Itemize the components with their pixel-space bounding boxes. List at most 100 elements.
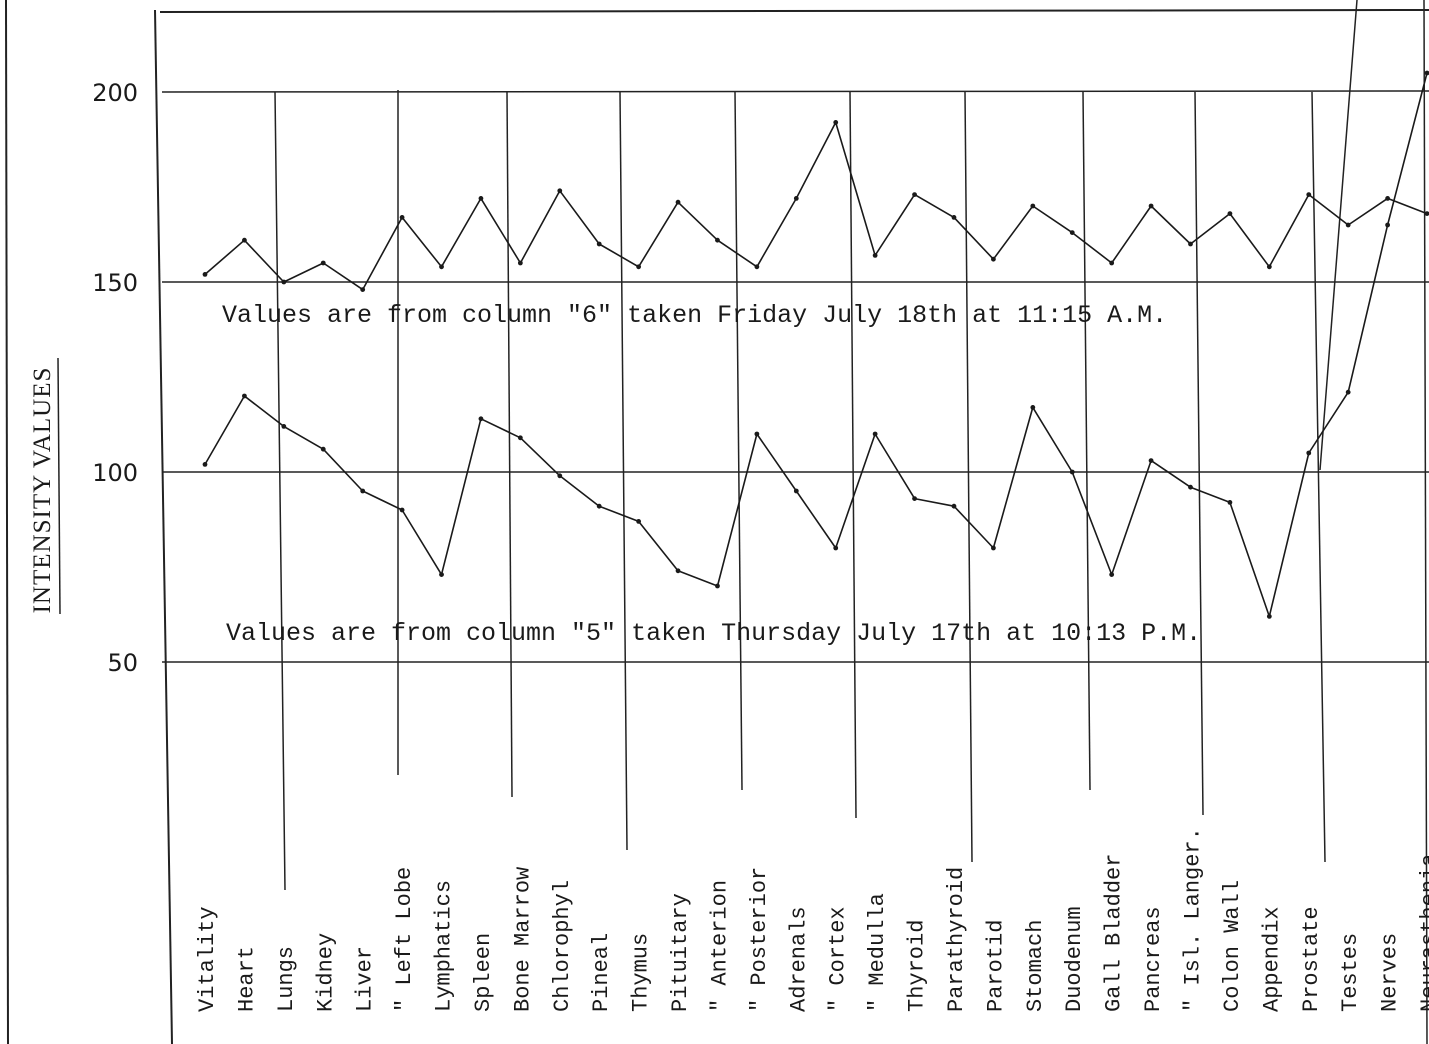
data-point [360,488,366,494]
category-label: Chlorophyl [550,880,575,1012]
data-point [715,237,720,243]
data-point [1424,70,1429,76]
data-point [1188,484,1193,490]
data-point [872,431,878,437]
category-label: Bone Marrow [510,867,535,1012]
category-label: " Cortex [826,906,851,1012]
series-line-2 [204,72,1428,618]
right-edge-line [1423,0,1428,1044]
category-label: Pineal [589,933,614,1012]
category-divider [964,91,973,863]
data-point [320,446,326,452]
data-point [1424,211,1429,216]
category-divider [506,91,513,798]
data-point [951,215,957,220]
data-point [1069,469,1075,475]
data-point [1227,211,1233,217]
category-label: " Isl. Langer. [1181,827,1206,1012]
data-point [202,272,208,277]
y-axis-label-underline [57,357,61,615]
category-label: Thyroid [905,920,930,1012]
category-label: Gall Bladder [1102,854,1127,1012]
data-point [991,545,996,551]
category-label: Appendix [1259,906,1284,1012]
data-point [202,462,208,467]
data-point [596,241,602,247]
category-label: " Left Lobe [392,867,417,1012]
series-lines [202,70,1429,619]
data-point [754,264,760,270]
series-line-1 [204,121,1428,291]
category-divider [1082,91,1091,791]
category-label: " Medulla [865,893,890,1012]
data-point [557,473,563,479]
data-point [1385,222,1390,228]
top-border [159,9,1429,13]
data-point [281,279,287,285]
y-tick-label: 50 [107,649,138,677]
category-divider [619,91,628,851]
category-label: Kidney [313,933,338,1012]
data-point [399,507,405,513]
category-label: Neurasthenia [1417,854,1429,1012]
annotation-column-5: Values are from column "5" taken Thursda… [226,619,1201,648]
category-label: Lymphatics [432,880,457,1012]
y-tick-label: 100 [92,459,138,487]
data-point [1030,405,1036,410]
data-point [478,196,484,201]
data-point [636,519,642,524]
category-label: Lungs [274,946,299,1012]
data-point [596,503,602,509]
data-point [320,260,326,266]
data-point [281,424,287,429]
data-point [439,264,444,270]
data-point [1069,230,1075,236]
y-tick-label: 200 [92,79,138,107]
data-point [1109,572,1115,577]
data-point [1148,458,1154,463]
data-point [754,431,760,437]
data-point [675,568,681,574]
data-point [1266,614,1272,619]
category-divider [1319,0,1358,471]
category-label: Parathyroid [944,867,969,1012]
data-point [1385,196,1390,201]
data-point [636,264,642,270]
data-point [439,572,444,577]
data-point [1030,203,1036,209]
data-point [1227,500,1233,505]
category-label: Thymus [629,933,654,1012]
y-axis-label: INTENSITY VALUES [29,367,56,614]
category-label: Parotid [983,920,1008,1012]
category-label: Nerves [1378,933,1403,1012]
data-point [399,215,405,220]
data-point [478,416,484,422]
category-divider [1311,91,1326,863]
data-point [517,260,523,266]
gridline-200 [161,90,1429,93]
category-divider [849,91,857,819]
gridlines [161,90,1429,663]
data-point [951,503,957,509]
data-point [991,256,996,262]
data-point [793,196,799,201]
data-point [557,188,563,194]
data-point [912,496,917,501]
category-label: Testes [1338,933,1363,1012]
data-point [517,435,523,441]
category-divider [1194,91,1204,816]
category-label: Colon Wall [1220,880,1245,1012]
data-point [715,583,720,589]
category-label: Heart [234,946,259,1012]
data-point [833,120,839,125]
data-point [360,287,366,292]
data-point [242,237,247,243]
category-divider [274,91,286,891]
annotation-column-6: Values are from column "6" taken Friday … [222,301,1167,330]
data-point [872,253,878,258]
category-label: Pancreas [1141,906,1166,1012]
category-label: " Posterior [747,867,772,1012]
y-axis-line [154,9,173,1044]
data-point [912,192,917,198]
